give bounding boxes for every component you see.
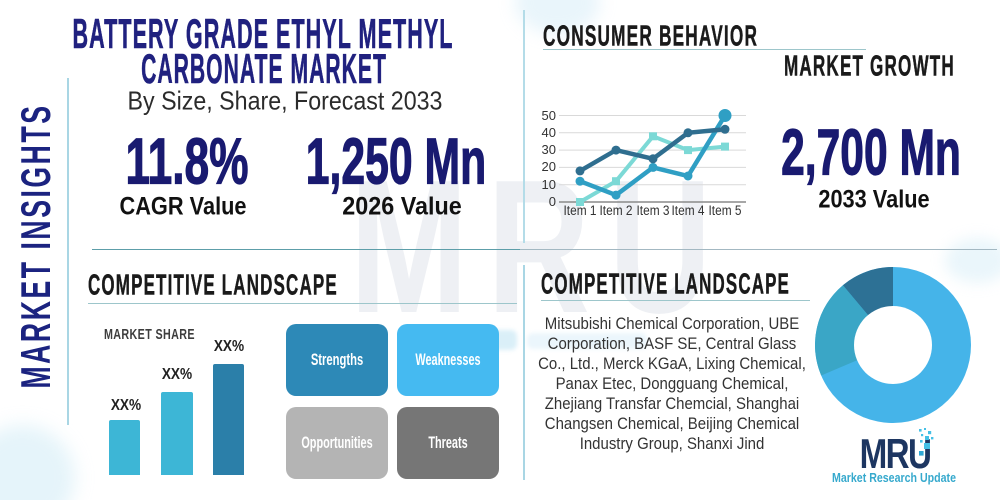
svg-text:Item 4: Item 4 <box>672 203 705 218</box>
svg-text:Item 3: Item 3 <box>637 203 670 218</box>
svg-text:10: 10 <box>542 177 556 192</box>
svg-text:Item 2: Item 2 <box>600 203 633 218</box>
svg-text:Item 5: Item 5 <box>709 203 742 218</box>
svg-text:Item 1: Item 1 <box>564 203 597 218</box>
svg-text:30: 30 <box>542 142 556 157</box>
svg-text:0: 0 <box>549 194 556 209</box>
svg-text:40: 40 <box>542 125 556 140</box>
svg-text:50: 50 <box>542 108 556 123</box>
svg-text:20: 20 <box>542 159 556 174</box>
